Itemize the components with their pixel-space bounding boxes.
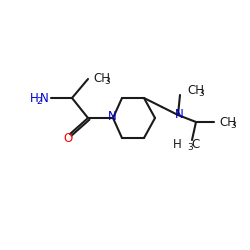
Text: 3: 3 <box>198 90 204 98</box>
Text: O: O <box>64 132 72 144</box>
Text: CH: CH <box>219 116 236 128</box>
Text: 3: 3 <box>104 76 110 86</box>
Text: CH: CH <box>93 72 110 85</box>
Text: CH: CH <box>187 84 204 98</box>
Text: 3: 3 <box>187 144 193 152</box>
Text: C: C <box>191 138 199 151</box>
Text: 3: 3 <box>230 120 236 130</box>
Text: H: H <box>30 92 38 104</box>
Text: H: H <box>173 138 182 151</box>
Text: N: N <box>108 110 116 124</box>
Text: N: N <box>174 108 184 122</box>
Text: N: N <box>40 92 48 104</box>
Text: 2: 2 <box>36 96 42 106</box>
